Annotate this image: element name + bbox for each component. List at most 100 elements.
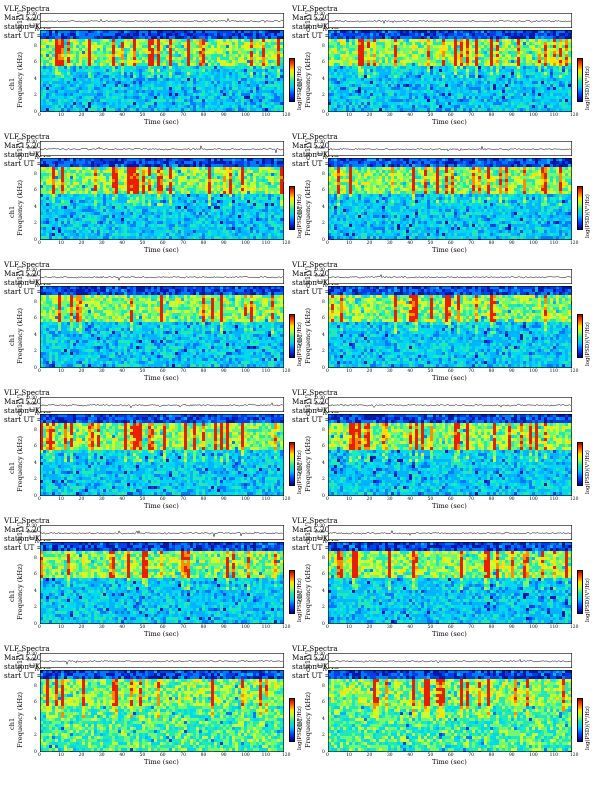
panel-header: VLF Spectra Mar.15.2009 station=KAG start U… bbox=[292, 388, 554, 424]
colorbar bbox=[577, 186, 583, 230]
frequency-axis-label: Frequency (kHz) bbox=[16, 564, 24, 620]
time-tick-label: 110 bbox=[550, 497, 558, 502]
time-axis-label: Time (sec) bbox=[144, 118, 179, 126]
time-tick-label: 30 bbox=[387, 497, 393, 502]
channel-label: ch1 bbox=[296, 78, 304, 90]
time-tick-label: 80 bbox=[201, 497, 207, 502]
time-tick-label: 60 bbox=[448, 625, 454, 630]
waveform-tick-label: 0.00 bbox=[27, 146, 37, 151]
frequency-tick-label: 8 bbox=[322, 556, 325, 561]
time-tick-label: 50 bbox=[140, 753, 146, 758]
panel-title: VLF Spectra bbox=[4, 260, 266, 269]
waveform-strip bbox=[328, 525, 572, 540]
frequency-tick-label: 6 bbox=[322, 60, 325, 65]
frequency-tick-label: 0 bbox=[34, 110, 37, 115]
panel-start-time: start UT =5 :50:0 bbox=[292, 671, 554, 680]
panel-title: VLF Spectra bbox=[4, 388, 266, 397]
waveform-tick-label: -0.30 bbox=[27, 408, 38, 413]
waveform-axis-label: ch1(V) bbox=[304, 650, 312, 672]
time-tick-label: 70 bbox=[180, 369, 186, 374]
time-tick-label: 70 bbox=[180, 753, 186, 758]
time-tick-label: 40 bbox=[119, 241, 125, 246]
channel-label: ch1 bbox=[8, 718, 16, 730]
frequency-axis-label: Frequency (kHz) bbox=[16, 436, 24, 492]
channel-label: ch1 bbox=[296, 462, 304, 474]
time-tick-label: 0 bbox=[38, 241, 41, 246]
time-tick-label: 120 bbox=[570, 625, 578, 630]
time-tick-label: 90 bbox=[221, 369, 227, 374]
panel-header: VLF Spectra Mar.15.2009 station=KAG start U… bbox=[4, 4, 266, 40]
frequency-tick-label: 2 bbox=[322, 733, 325, 738]
time-tick-label: 110 bbox=[262, 113, 270, 118]
spectrogram-panel: VLF Spectra Mar.15.2009 station=KAG start U… bbox=[4, 2, 303, 128]
panel-start-time: start UT =3 :50:0 bbox=[292, 415, 554, 424]
frequency-tick-label: 6 bbox=[322, 444, 325, 449]
spectrogram-heatmap bbox=[328, 542, 572, 624]
frequency-tick-label: 10 bbox=[322, 156, 328, 161]
time-tick-label: 50 bbox=[140, 241, 146, 246]
waveform-tick-label: -0.30 bbox=[27, 280, 38, 285]
waveform-tick-label: 0.00 bbox=[27, 530, 37, 535]
panel-title: VLF Spectra bbox=[292, 388, 554, 397]
time-tick-label: 100 bbox=[529, 241, 537, 246]
colorbar bbox=[289, 314, 295, 358]
panel-station: station=KAG bbox=[4, 534, 266, 543]
time-tick-label: 40 bbox=[407, 625, 413, 630]
waveform-tick-label: -0.30 bbox=[27, 536, 38, 541]
time-tick-label: 110 bbox=[262, 625, 270, 630]
channel-label: ch1 bbox=[8, 462, 16, 474]
time-tick-label: 10 bbox=[58, 369, 64, 374]
colorbar-label: log(PSD)(V²/Hz) bbox=[585, 322, 591, 366]
time-tick-label: 70 bbox=[468, 497, 474, 502]
waveform-tick-label: 0.00 bbox=[27, 402, 37, 407]
frequency-axis-label: Frequency (kHz) bbox=[16, 692, 24, 748]
panel-start-time: start UT =5 :20:0 bbox=[4, 671, 266, 680]
time-tick-label: 20 bbox=[79, 497, 85, 502]
time-tick-label: 60 bbox=[448, 497, 454, 502]
frequency-tick-label: 6 bbox=[34, 572, 37, 577]
panel-title: VLF Spectra bbox=[4, 644, 266, 653]
time-tick-label: 20 bbox=[79, 369, 85, 374]
panel-date: Mar.15.2009 bbox=[292, 141, 554, 150]
time-tick-label: 0 bbox=[38, 113, 41, 118]
panel-date: Mar.15.2009 bbox=[4, 141, 266, 150]
channel-label: ch1 bbox=[296, 590, 304, 602]
waveform-axis-label: ch1(V) bbox=[16, 10, 24, 32]
colorbar-label: log(PSD)(V²/Hz) bbox=[585, 66, 591, 110]
frequency-tick-label: 4 bbox=[322, 333, 325, 338]
panel-station: station=KAG bbox=[292, 278, 554, 287]
panel-start-time: start UT =0 :20:0 bbox=[4, 31, 266, 40]
frequency-tick-label: 0 bbox=[34, 494, 37, 499]
frequency-tick-label: 6 bbox=[34, 444, 37, 449]
waveform-tick-label: -0.30 bbox=[27, 24, 38, 29]
frequency-tick-label: 0 bbox=[322, 110, 325, 115]
time-tick-label: 80 bbox=[201, 625, 207, 630]
waveform-tick-label: -0.30 bbox=[315, 152, 326, 157]
time-axis-label: Time (sec) bbox=[432, 246, 467, 254]
waveform-tick-label: 0.00 bbox=[27, 274, 37, 279]
time-tick-label: 40 bbox=[407, 753, 413, 758]
time-tick-label: 40 bbox=[119, 497, 125, 502]
waveform-tick-label: 0.30 bbox=[27, 12, 37, 17]
time-tick-label: 90 bbox=[221, 241, 227, 246]
spectrogram-panel: VLF Spectra Mar.15.2009 station=KAG start U… bbox=[4, 514, 303, 640]
panel-header: VLF Spectra Mar.15.2009 station=KAG start U… bbox=[292, 516, 554, 552]
panel-date: Mar.15.2009 bbox=[292, 397, 554, 406]
time-tick-label: 10 bbox=[346, 369, 352, 374]
frequency-tick-label: 10 bbox=[322, 28, 328, 33]
frequency-tick-label: 10 bbox=[34, 412, 40, 417]
frequency-tick-label: 0 bbox=[322, 366, 325, 371]
time-tick-label: 40 bbox=[407, 369, 413, 374]
time-axis-label: Time (sec) bbox=[144, 246, 179, 254]
frequency-tick-label: 10 bbox=[322, 668, 328, 673]
waveform-tick-label: 0.30 bbox=[315, 524, 325, 529]
colorbar bbox=[577, 698, 583, 742]
time-tick-label: 100 bbox=[241, 753, 249, 758]
frequency-tick-label: 0 bbox=[322, 238, 325, 243]
panel-start-time: start UT =4 :20:0 bbox=[4, 543, 266, 552]
frequency-tick-label: 10 bbox=[34, 668, 40, 673]
frequency-tick-label: 8 bbox=[322, 172, 325, 177]
time-tick-label: 60 bbox=[160, 753, 166, 758]
colorbar bbox=[289, 58, 295, 102]
